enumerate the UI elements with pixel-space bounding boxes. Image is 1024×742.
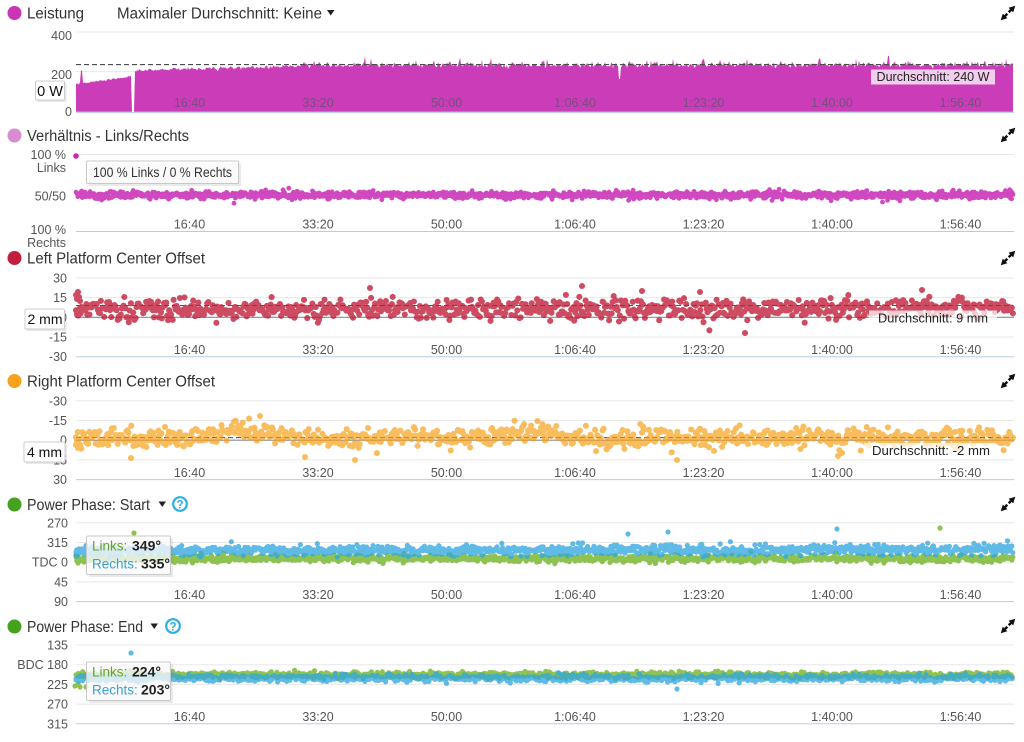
- svg-text:1:23:20: 1:23:20: [683, 96, 725, 110]
- svg-text:135: 135: [47, 639, 68, 653]
- svg-text:1:23:20: 1:23:20: [683, 218, 725, 232]
- svg-text:1:06:40: 1:06:40: [554, 218, 596, 232]
- svg-text:Durchschnitt: 240 W: Durchschnitt: 240 W: [877, 69, 991, 84]
- svg-text:4 mm: 4 mm: [27, 444, 62, 460]
- svg-text:1:40:00: 1:40:00: [811, 96, 853, 110]
- svg-text:50:00: 50:00: [431, 710, 462, 724]
- svg-text:Verhältnis - Links/Rechts: Verhältnis - Links/Rechts: [27, 128, 189, 145]
- svg-text:Power Phase: Start: Power Phase: Start: [27, 497, 151, 514]
- svg-text:1:56:40: 1:56:40: [940, 343, 982, 357]
- svg-text:16:40: 16:40: [174, 710, 205, 724]
- svg-text:1:23:20: 1:23:20: [683, 710, 725, 724]
- svg-text:1:23:20: 1:23:20: [683, 588, 725, 602]
- svg-text:33:20: 33:20: [302, 710, 333, 724]
- svg-text:45: 45: [54, 575, 68, 589]
- svg-text:?: ?: [176, 500, 183, 512]
- svg-text:50:00: 50:00: [431, 588, 462, 602]
- svg-text:0 W: 0 W: [37, 84, 63, 100]
- svg-text:Right Platform Center Offset: Right Platform Center Offset: [27, 374, 216, 391]
- svg-text:-15: -15: [49, 414, 67, 428]
- svg-text:1:56:40: 1:56:40: [940, 218, 982, 232]
- svg-text:1:56:40: 1:56:40: [940, 710, 982, 724]
- svg-text:1:56:40: 1:56:40: [940, 588, 982, 602]
- svg-text:50:00: 50:00: [431, 218, 462, 232]
- svg-text:1:06:40: 1:06:40: [554, 343, 596, 357]
- svg-text:335°: 335°: [141, 556, 170, 572]
- svg-text:16:40: 16:40: [174, 96, 205, 110]
- svg-text:1:23:20: 1:23:20: [683, 343, 725, 357]
- svg-text:1:06:40: 1:06:40: [554, 588, 596, 602]
- svg-text:1:06:40: 1:06:40: [554, 96, 596, 110]
- svg-text:TDC 0: TDC 0: [32, 556, 68, 570]
- svg-text:0: 0: [60, 434, 67, 448]
- svg-text:33:20: 33:20: [302, 588, 333, 602]
- svg-text:Durchschnitt: 9 mm: Durchschnitt: 9 mm: [878, 311, 988, 326]
- svg-text:100 %: 100 %: [31, 223, 66, 237]
- svg-text:270: 270: [47, 698, 68, 712]
- svg-text:Rechts:: Rechts:: [92, 683, 138, 698]
- svg-text:Leistung: Leistung: [27, 6, 84, 23]
- svg-text:33:20: 33:20: [302, 218, 333, 232]
- svg-text:1:40:00: 1:40:00: [811, 710, 853, 724]
- svg-text:-15: -15: [49, 331, 67, 345]
- svg-text:90: 90: [54, 595, 68, 609]
- svg-text:1:40:00: 1:40:00: [811, 588, 853, 602]
- svg-text:1:23:20: 1:23:20: [683, 466, 725, 480]
- svg-text:?: ?: [169, 622, 176, 634]
- svg-text:400: 400: [51, 29, 72, 43]
- svg-text:2 mm: 2 mm: [28, 311, 63, 327]
- svg-text:50:00: 50:00: [431, 466, 462, 480]
- svg-text:Power Phase: End: Power Phase: End: [27, 619, 143, 636]
- svg-text:1:06:40: 1:06:40: [554, 710, 596, 724]
- svg-text:224°: 224°: [132, 664, 161, 680]
- svg-text:1:40:00: 1:40:00: [811, 218, 853, 232]
- svg-text:33:20: 33:20: [302, 343, 333, 357]
- svg-text:200: 200: [51, 68, 72, 82]
- svg-text:-30: -30: [49, 350, 67, 364]
- svg-text:Left Platform Center Offset: Left Platform Center Offset: [27, 251, 206, 268]
- svg-text:1:06:40: 1:06:40: [554, 466, 596, 480]
- svg-text:1:40:00: 1:40:00: [811, 343, 853, 357]
- svg-text:BDC 180: BDC 180: [17, 658, 68, 672]
- svg-text:16:40: 16:40: [174, 343, 205, 357]
- svg-text:Rechts: Rechts: [27, 236, 66, 250]
- svg-text:15: 15: [53, 291, 67, 305]
- svg-text:225: 225: [47, 678, 68, 692]
- svg-text:50:00: 50:00: [431, 96, 462, 110]
- svg-text:Durchschnitt: -2 mm: Durchschnitt: -2 mm: [872, 443, 990, 458]
- svg-text:33:20: 33:20: [302, 96, 333, 110]
- svg-text:16:40: 16:40: [174, 218, 205, 232]
- svg-text:33:20: 33:20: [302, 466, 333, 480]
- svg-text:100 % Links / 0 % Rechts: 100 % Links / 0 % Rechts: [93, 165, 232, 180]
- svg-text:0: 0: [65, 105, 72, 119]
- svg-text:Links: Links: [37, 161, 66, 175]
- svg-text:Links:: Links:: [92, 665, 127, 680]
- svg-text:30: 30: [53, 473, 67, 487]
- svg-text:1:40:00: 1:40:00: [811, 466, 853, 480]
- svg-text:1:56:40: 1:56:40: [940, 96, 982, 110]
- svg-text:349°: 349°: [132, 538, 161, 554]
- svg-text:30: 30: [53, 271, 67, 285]
- svg-text:50:00: 50:00: [431, 343, 462, 357]
- svg-text:16:40: 16:40: [174, 588, 205, 602]
- svg-text:270: 270: [47, 516, 68, 530]
- svg-text:315: 315: [47, 536, 68, 550]
- svg-text:16:40: 16:40: [174, 466, 205, 480]
- svg-text:Maximaler Durchschnitt: Keine: Maximaler Durchschnitt: Keine: [117, 6, 322, 23]
- svg-text:-30: -30: [49, 394, 67, 408]
- svg-text:50/50: 50/50: [35, 190, 66, 204]
- svg-text:1:56:40: 1:56:40: [940, 466, 982, 480]
- svg-text:Links:: Links:: [92, 539, 127, 554]
- svg-text:315: 315: [47, 717, 68, 731]
- svg-text:Rechts:: Rechts:: [92, 557, 138, 572]
- svg-text:203°: 203°: [141, 682, 170, 698]
- svg-text:100 %: 100 %: [31, 148, 66, 162]
